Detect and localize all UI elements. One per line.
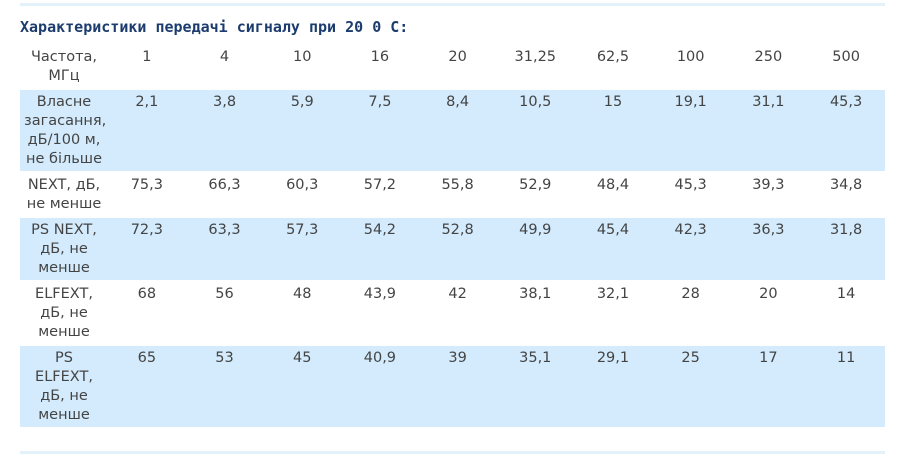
cell: 60,3	[263, 171, 342, 217]
cell: 45,3	[651, 171, 730, 217]
cell: 5,9	[263, 88, 342, 172]
cell: 65	[108, 344, 186, 427]
cell: 7,5	[341, 88, 419, 172]
data-row: Власне загасання, дБ/100 м, не більше 2,1…	[20, 88, 885, 172]
cell: 42	[418, 280, 497, 345]
cell: 63,3	[185, 216, 264, 281]
cell: 500	[832, 49, 860, 65]
cell: 31,8	[807, 216, 885, 281]
cell: 53	[185, 344, 264, 427]
data-row: PS ELFEXT, дБ, не менше 65 53 45 40,9 39 35,1 2…	[20, 344, 885, 427]
table-title: Характеристики передачі сигналу при 20 0…	[20, 18, 409, 36]
cell: 19,1	[651, 88, 730, 172]
cell: 45,4	[574, 216, 652, 281]
cell: 36,3	[729, 216, 808, 281]
cell: 52,9	[496, 171, 575, 217]
cell: 14	[807, 280, 885, 345]
row-label: PS NEXT, дБ, не менше	[20, 216, 108, 281]
cell: 10,5	[496, 88, 575, 172]
header-row: Частота, МГц 1 4 10 16 20 31,25 62,5 100 250 500	[20, 45, 885, 89]
cell: 68	[108, 280, 186, 345]
cell: 3,8	[185, 88, 264, 172]
cell: 11	[807, 344, 885, 427]
cell: 31,25	[514, 49, 557, 65]
top-rule	[20, 3, 885, 6]
cell: 40,9	[341, 344, 419, 427]
cell: 72,3	[108, 216, 186, 281]
data-row: PS NEXT, дБ, не менше 72,3 63,3 57,3 54,2 52,…	[20, 216, 885, 281]
cell: 17	[729, 344, 808, 427]
cell: 55,8	[418, 171, 497, 217]
bottom-rule	[20, 451, 885, 454]
cell: 43,9	[341, 280, 419, 345]
cell: 4	[219, 49, 230, 65]
cell: 8,4	[418, 88, 497, 172]
cell: 66,3	[185, 171, 264, 217]
cell: 39,3	[729, 171, 808, 217]
cell: 48,4	[574, 171, 652, 217]
cell: 16	[370, 49, 390, 65]
data-row: NEXT, дБ, не менше 75,3 66,3 60,3 57,2 55,8 52…	[20, 171, 885, 217]
cell: 75,3	[108, 171, 186, 217]
cell: 45,3	[807, 88, 885, 172]
cell: 1	[142, 49, 152, 65]
cell: 52,8	[418, 216, 497, 281]
cell: 29,1	[574, 344, 652, 427]
cell: 57,2	[341, 171, 419, 217]
cell: 45	[263, 344, 342, 427]
row-label: NEXT, дБ, не менше	[20, 171, 108, 217]
cell: 250	[754, 49, 783, 65]
row-label: Частота, МГц	[30, 49, 98, 84]
cell: 35,1	[496, 344, 575, 427]
cell: 10	[292, 49, 312, 65]
row-label: Власне загасання, дБ/100 м, не більше	[20, 88, 108, 172]
data-row: ELFEXT, дБ, не менше 68 56 48 43,9 42 38,1 32,1…	[20, 280, 885, 345]
cell: 15	[574, 88, 652, 172]
cell: 32,1	[574, 280, 652, 345]
cell: 38,1	[496, 280, 575, 345]
row-label: ELFEXT, дБ, не менше	[20, 280, 108, 345]
cell: 2,1	[108, 88, 186, 172]
cell: 39	[418, 344, 497, 427]
cell: 28	[651, 280, 730, 345]
cell: 31,1	[729, 88, 808, 172]
cell: 34,8	[807, 171, 885, 217]
cell: 20	[448, 49, 467, 65]
cell: 42,3	[651, 216, 730, 281]
cell: 54,2	[341, 216, 419, 281]
cell: 25	[651, 344, 730, 427]
spec-table: Частота, МГц 1 4 10 16 20 31,25 62,5 100 250 500 Вл…	[20, 45, 885, 427]
cell: 57,3	[263, 216, 342, 281]
cell: 49,9	[496, 216, 575, 281]
cell: 100	[676, 49, 705, 65]
cell: 56	[185, 280, 264, 345]
cell: 62,5	[596, 49, 630, 65]
cell: 20	[729, 280, 808, 345]
row-label: PS ELFEXT, дБ, не менше	[20, 344, 108, 427]
cell: 48	[263, 280, 342, 345]
